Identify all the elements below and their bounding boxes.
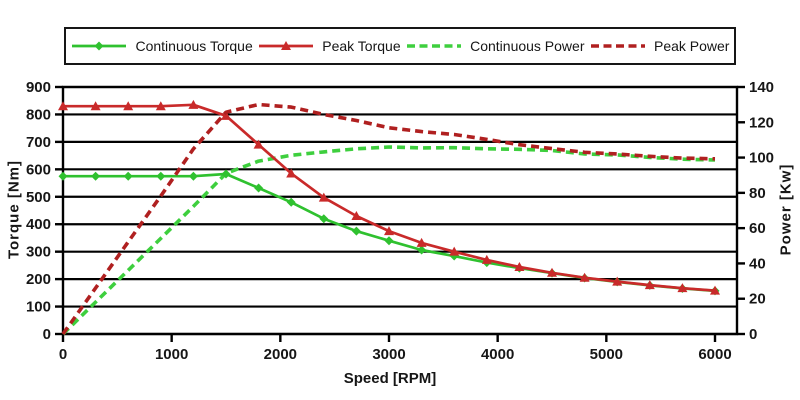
speed-tick-label: 1000 [155,346,188,363]
torque-tick-label: 300 [26,244,51,261]
plot-border [61,85,739,336]
speed-tick-label: 6000 [698,346,731,363]
power-tick-label: 80 [749,185,766,202]
continuous-torque-marker [156,171,166,181]
continuous-torque-marker [384,236,394,246]
legend-item-peak-power: Peak Power [589,38,729,54]
torque-tick-label: 800 [26,106,51,123]
peak-torque-marker [123,101,134,111]
peak-torque-marker [221,110,231,120]
peak-torque-marker [286,168,297,178]
power-tick-label: 40 [749,255,766,272]
torque-tick-label: 100 [26,299,51,316]
continuous-torque-marker [221,169,231,179]
peak-torque-marker [58,101,68,111]
peak-torque-marker [677,283,688,293]
peak-torque-marker [449,246,460,256]
torque-tick-label: 500 [26,189,51,206]
legend-label-continuous-torque: Continuous Torque [135,38,253,54]
peak-torque-marker [481,254,492,264]
peak-power-line-icon [590,44,645,48]
torque-tick-label: 600 [26,161,51,178]
peak-power-curve [61,102,716,336]
peak-torque-marker [155,101,166,111]
power-tick-label: 0 [749,326,757,343]
continuous-torque-marker [58,171,68,181]
torque-tick-label: 900 [26,79,51,96]
torque-tick-label: 200 [26,271,51,288]
peak-torque-marker [90,101,101,111]
continuous-torque-marker [91,171,101,181]
continuous-torque-line-icon [72,41,127,51]
speed-tick-label: 2000 [264,346,297,363]
power-tick-label: 120 [749,114,774,131]
peak-torque-line-icon [259,41,314,50]
peak-torque-marker [547,267,557,277]
continuous-torque-marker [123,171,133,181]
peak-torque-marker [351,210,362,220]
legend-item-continuous-torque: Continuous Torque [70,38,253,54]
speed-tick-label: 0 [59,346,67,363]
torque-tick-label: 700 [26,134,51,151]
peak-torque-marker [579,272,590,282]
legend-item-peak-torque: Peak Torque [257,38,401,54]
peak-torque-marker [710,285,720,295]
power-axis-title: Power [Kw] [777,163,795,256]
peak-torque-marker [612,276,623,286]
torque-axis-title: Torque [Nm] [5,159,23,260]
peak-torque-marker [514,262,525,272]
continuous-power-line-icon [407,44,462,48]
speed-tick-label: 5000 [590,346,623,363]
continuous-power-curve [61,145,716,336]
legend-label-continuous-power: Continuous Power [470,38,585,54]
swatch-triangle-marker-icon [281,41,292,50]
speed-tick-label: 3000 [372,346,405,363]
speed-tick-label: 4000 [481,346,514,363]
peak-torque-marker [416,237,427,247]
continuous-torque-marker [286,197,296,207]
continuous-torque-marker [351,226,361,236]
chart-legend: Continuous Torque Peak Torque Continuous… [64,27,736,65]
peak-torque-marker [188,99,199,109]
continuous-torque-marker [417,245,427,255]
legend-label-peak-torque: Peak Torque [322,38,401,54]
speed-axis-title: Speed [RPM] [343,370,437,387]
legend-item-continuous-power: Continuous Power [405,38,585,54]
continuous-torque-marker [319,214,329,224]
torque-tick-label: 400 [26,216,51,233]
power-tick-label: 20 [749,291,766,308]
peak-torque-marker [318,192,329,202]
power-tick-label: 60 [749,220,766,237]
peak-torque-marker [253,139,264,149]
peak-torque-marker [644,280,655,290]
power-tick-label: 140 [749,79,774,96]
peak-torque-marker [384,226,394,236]
continuous-torque-marker [254,183,264,193]
legend-label-peak-power: Peak Power [653,38,730,54]
swatch-diamond-marker-icon [94,41,104,51]
continuous-torque-marker [188,171,198,181]
power-tick-label: 100 [749,150,774,167]
torque-tick-label: 0 [43,326,51,343]
